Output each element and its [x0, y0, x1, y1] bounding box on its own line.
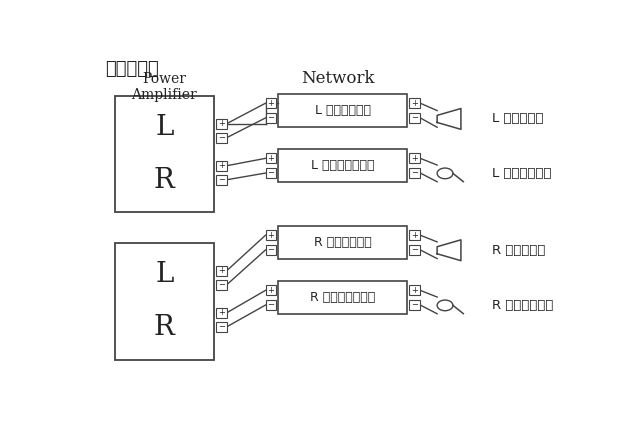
Text: R: R: [154, 168, 175, 194]
Text: L: L: [155, 261, 173, 288]
Bar: [266, 230, 276, 240]
Text: +: +: [412, 154, 418, 163]
Bar: [410, 113, 420, 123]
Text: L: L: [155, 114, 173, 141]
Text: +: +: [218, 119, 225, 128]
Text: −: −: [218, 175, 225, 184]
Text: L トゥイーター: L トゥイーター: [492, 167, 551, 180]
Bar: [266, 300, 276, 310]
Bar: [216, 266, 227, 276]
Circle shape: [437, 300, 453, 311]
Bar: [216, 308, 227, 318]
Polygon shape: [437, 240, 461, 261]
Text: +: +: [412, 99, 418, 108]
Bar: [216, 118, 227, 128]
Text: +: +: [218, 308, 225, 317]
Bar: [216, 133, 227, 143]
Text: +: +: [412, 286, 418, 295]
Bar: [278, 149, 408, 182]
Text: L ウーファー: L ウーファー: [492, 112, 543, 125]
Text: −: −: [268, 245, 275, 254]
Text: R ウーファー用: R ウーファー用: [314, 236, 372, 249]
Bar: [410, 153, 420, 163]
Bar: [266, 285, 276, 296]
Text: −: −: [218, 133, 225, 142]
Bar: [278, 226, 408, 259]
Bar: [266, 168, 276, 178]
Text: +: +: [268, 154, 275, 163]
Text: −: −: [412, 245, 419, 254]
Text: +: +: [268, 286, 275, 295]
Bar: [266, 245, 276, 255]
Bar: [410, 230, 420, 240]
Polygon shape: [437, 108, 461, 129]
Text: R: R: [154, 315, 175, 342]
Text: Network: Network: [301, 70, 374, 88]
Text: −: −: [218, 280, 225, 289]
Circle shape: [437, 168, 453, 179]
Text: L トゥイーター用: L トゥイーター用: [311, 159, 374, 172]
Text: −: −: [218, 322, 225, 331]
Text: +: +: [218, 161, 225, 170]
Text: −: −: [268, 301, 275, 309]
Bar: [410, 98, 420, 108]
Text: +: +: [412, 231, 418, 240]
Bar: [216, 279, 227, 289]
Text: Power
Amplifier: Power Amplifier: [131, 72, 197, 102]
Text: −: −: [268, 168, 275, 178]
Bar: [266, 153, 276, 163]
Bar: [278, 281, 408, 314]
Bar: [410, 245, 420, 255]
Text: −: −: [412, 301, 419, 309]
Bar: [115, 243, 214, 359]
Text: +: +: [268, 99, 275, 108]
Bar: [216, 161, 227, 171]
Bar: [216, 175, 227, 185]
Text: +: +: [268, 231, 275, 240]
Bar: [278, 94, 408, 127]
Bar: [410, 285, 420, 296]
Text: +: +: [218, 266, 225, 275]
Text: R トゥイーター用: R トゥイーター用: [310, 291, 376, 304]
Text: L ウーファー用: L ウーファー用: [315, 104, 371, 117]
Bar: [410, 300, 420, 310]
Bar: [115, 95, 214, 213]
Text: −: −: [412, 113, 419, 122]
Bar: [216, 322, 227, 332]
Bar: [410, 168, 420, 178]
Text: バイアンプ: バイアンプ: [105, 60, 159, 79]
Bar: [266, 98, 276, 108]
Text: −: −: [268, 113, 275, 122]
Text: R トゥイーター: R トゥイーター: [492, 299, 553, 312]
Text: R ウーファー: R ウーファー: [492, 244, 545, 257]
Bar: [266, 113, 276, 123]
Text: −: −: [412, 168, 419, 178]
